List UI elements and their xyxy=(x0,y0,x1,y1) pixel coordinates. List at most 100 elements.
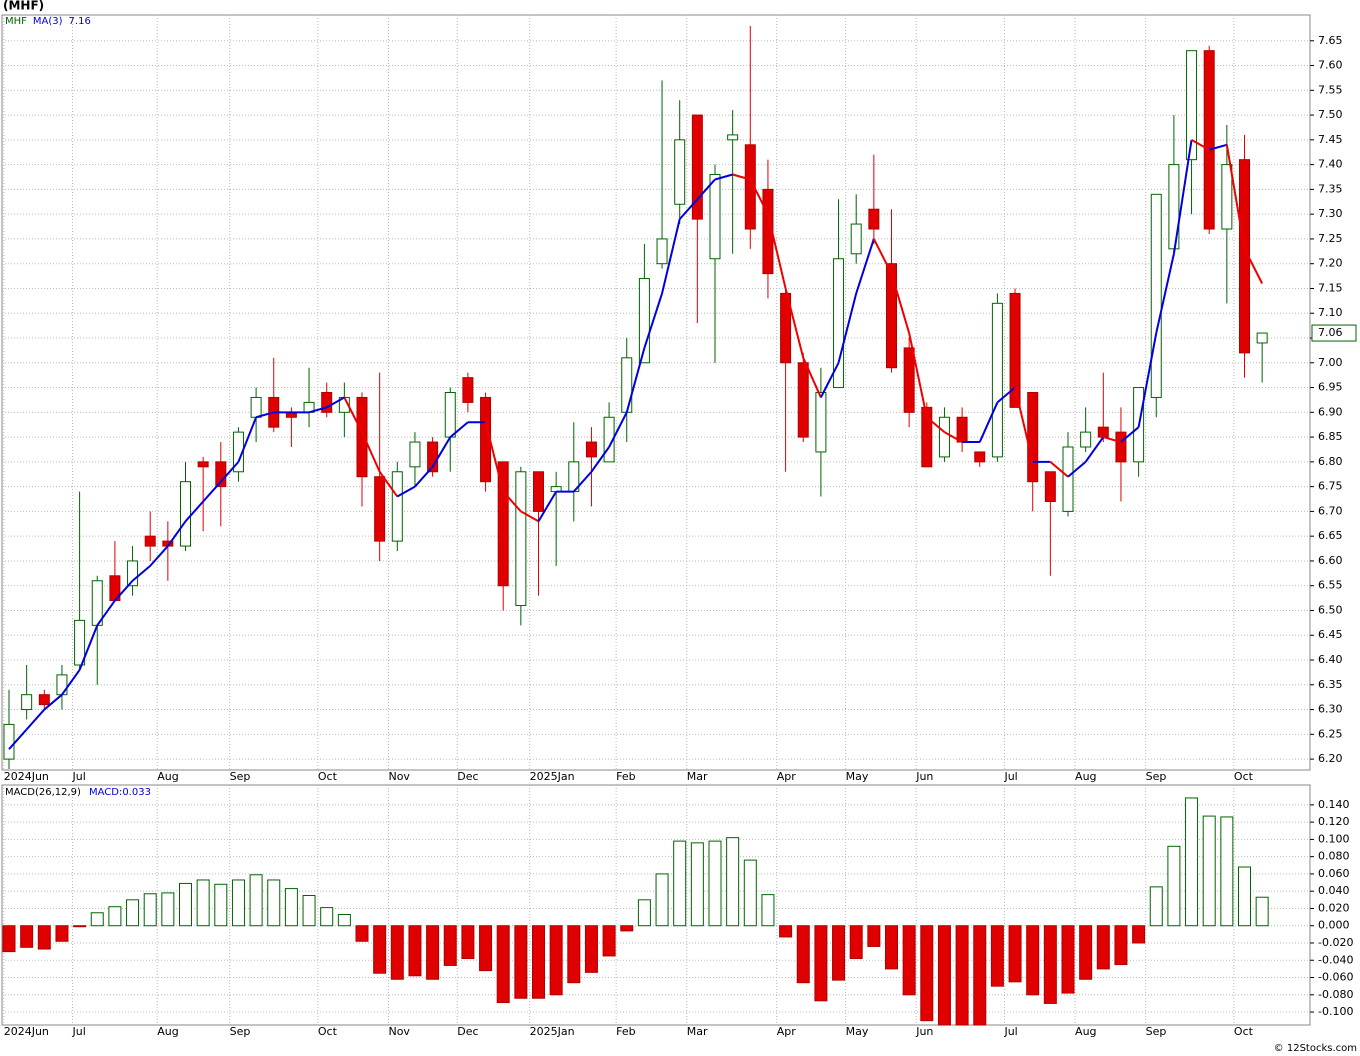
macd-bar xyxy=(320,907,334,927)
y-tick-label: -0.040 xyxy=(1318,953,1353,966)
candle-body xyxy=(515,471,527,607)
ma-line xyxy=(537,491,558,522)
ma-line xyxy=(855,238,875,294)
candle-body xyxy=(780,292,792,364)
macd-bar xyxy=(567,925,581,984)
macd-bar xyxy=(1114,925,1128,966)
ma-line xyxy=(661,218,681,294)
macd-bar xyxy=(1043,925,1057,1004)
macd-bar xyxy=(1096,925,1110,970)
candle-body xyxy=(1080,431,1092,448)
macd-bar xyxy=(779,925,793,938)
ma-line xyxy=(1067,461,1087,478)
y-tick-label: 7.30 xyxy=(1318,207,1343,220)
y-tick-label: -0.100 xyxy=(1318,1005,1353,1018)
candle-body xyxy=(444,392,456,438)
macd-bar xyxy=(1061,925,1075,994)
ma-line xyxy=(996,386,1016,404)
macd-bar xyxy=(849,925,863,960)
x-tick-label: May xyxy=(846,770,869,783)
macd-bar xyxy=(390,925,404,980)
candle-body xyxy=(1239,159,1250,354)
ma-line xyxy=(449,421,469,438)
ma-line xyxy=(78,624,99,671)
candle-body xyxy=(91,580,103,626)
ma-line xyxy=(1225,144,1246,249)
last-price-label: 7.06 xyxy=(1318,326,1343,339)
ma-line xyxy=(1155,253,1175,334)
macd-bar xyxy=(2,925,16,953)
ma-line xyxy=(220,461,240,483)
macd-bar xyxy=(620,925,634,932)
x-tick-label: Jul xyxy=(1003,770,1017,783)
macd-bar xyxy=(443,925,457,966)
ma-line xyxy=(1103,436,1122,444)
ma-line xyxy=(1243,248,1264,284)
y-tick-label: 6.75 xyxy=(1318,480,1343,493)
ma-line xyxy=(573,471,593,493)
y-tick-label: 6.30 xyxy=(1318,703,1343,716)
ma-line xyxy=(114,580,134,602)
legend-value-name: MACD: xyxy=(89,787,122,798)
macd-bar xyxy=(426,925,440,980)
legend-title: MACD(26,12,9) xyxy=(5,787,81,798)
candle-body xyxy=(956,416,968,443)
ma-line xyxy=(1084,436,1105,463)
y-tick-label: 7.60 xyxy=(1318,59,1343,72)
ma-line xyxy=(361,431,381,473)
macd-bar xyxy=(549,925,563,996)
x-tick-label: Jun xyxy=(915,1025,933,1038)
candle-body xyxy=(356,396,368,478)
plot-area xyxy=(1,14,1311,771)
legend-symbol: MHF xyxy=(5,16,27,27)
macd-bar xyxy=(408,925,422,977)
candle-body xyxy=(691,114,703,220)
ma-line xyxy=(237,416,258,463)
macd-bar xyxy=(479,925,493,972)
ma-line xyxy=(1137,332,1158,428)
candle-body xyxy=(1186,50,1198,161)
macd-bar xyxy=(143,893,157,927)
chart-title: (MHF) xyxy=(3,0,44,13)
macd-bar xyxy=(126,899,140,927)
ma-line xyxy=(61,669,81,696)
macd-bar xyxy=(708,840,722,927)
candle-body xyxy=(321,392,333,413)
x-tick-label: Aug xyxy=(1075,770,1096,783)
y-tick-label: 6.35 xyxy=(1318,678,1343,691)
ma-line xyxy=(484,421,505,492)
y-tick-label: 6.70 xyxy=(1318,504,1343,517)
ma-line xyxy=(802,357,822,398)
y-tick-label: 7.35 xyxy=(1318,182,1343,195)
ma-line xyxy=(1120,426,1140,443)
ma-line xyxy=(131,565,151,582)
y-tick-label: 6.40 xyxy=(1318,653,1343,666)
ma-line xyxy=(943,431,963,443)
legend: MACD(26,12,9) MACD:0.033 xyxy=(5,787,151,798)
x-tick-label: May xyxy=(846,1025,869,1038)
ma-line xyxy=(926,416,946,433)
candle-body xyxy=(1097,426,1109,438)
macd-bar xyxy=(1149,886,1163,927)
macd-bar xyxy=(161,892,175,927)
y-tick-label: 7.10 xyxy=(1318,306,1343,319)
x-tick-label: 2025Jan xyxy=(530,1025,575,1038)
macd-bar xyxy=(937,925,951,1026)
macd-bar xyxy=(55,925,69,942)
macd-bar xyxy=(1008,925,1022,983)
macd-bar xyxy=(1132,925,1146,944)
candle-body xyxy=(462,377,474,403)
macd-bar xyxy=(1255,896,1269,927)
x-tick-label: Jul xyxy=(72,770,86,783)
macd-bar xyxy=(973,925,987,1026)
macd-bar xyxy=(885,925,898,970)
y-tick-label: 7.20 xyxy=(1318,257,1343,270)
y-tick-label: -0.060 xyxy=(1318,971,1353,984)
candle-body xyxy=(215,461,227,488)
ma-line xyxy=(502,490,522,513)
y-tick-label: 6.55 xyxy=(1318,579,1343,592)
macd-bar xyxy=(990,925,1004,987)
candle-body xyxy=(409,441,421,468)
candle-body xyxy=(38,694,50,706)
macd-bar xyxy=(1026,925,1040,996)
